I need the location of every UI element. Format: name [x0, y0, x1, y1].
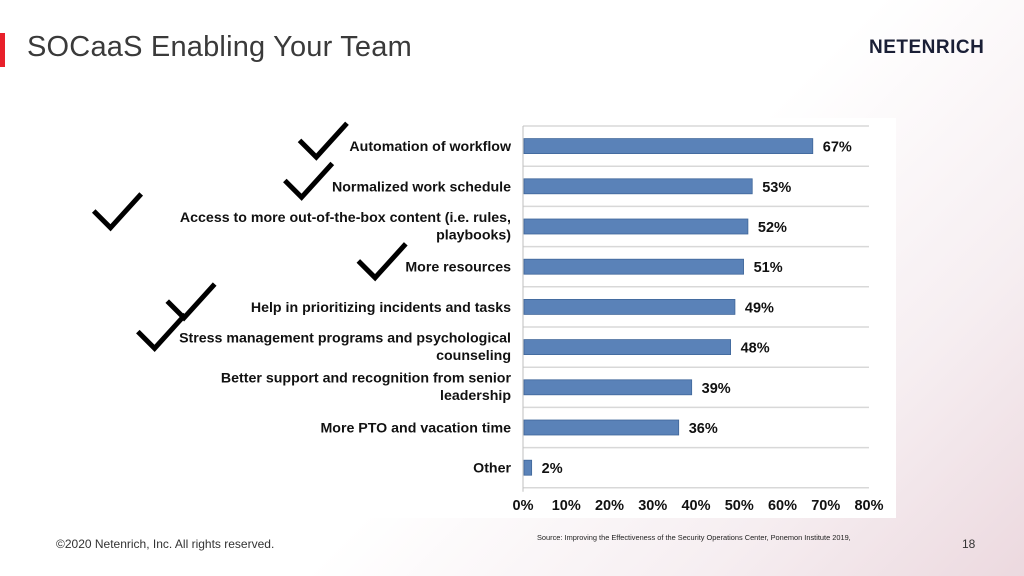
- category-label: counseling: [436, 348, 511, 364]
- category-label: Stress management programs and psycholog…: [179, 330, 511, 346]
- category-label: Normalized work schedule: [332, 179, 511, 195]
- category-label: playbooks): [436, 227, 511, 243]
- category-label: Automation of workflow: [349, 139, 512, 155]
- bar-value-label: 52%: [758, 220, 787, 236]
- chart-panel: [128, 118, 896, 518]
- category-label: More resources: [405, 260, 511, 276]
- bar: [523, 298, 736, 315]
- bar: [523, 419, 680, 436]
- x-tick-label: 70%: [811, 498, 840, 514]
- bar-value-label: 48%: [741, 341, 770, 357]
- page-number: 18: [962, 537, 976, 551]
- checkmark-icon: [356, 242, 408, 282]
- bar-value-label: 53%: [762, 180, 791, 196]
- bar: [523, 138, 814, 155]
- checkmark-icon: [136, 312, 188, 352]
- x-tick-label: 40%: [681, 498, 710, 514]
- category-label: Help in prioritizing incidents and tasks: [251, 300, 511, 316]
- bar: [523, 459, 533, 476]
- category-label: leadership: [440, 388, 511, 404]
- bar: [523, 379, 693, 396]
- bar-value-label: 36%: [689, 421, 718, 437]
- bar-value-label: 2%: [542, 461, 563, 477]
- checkmark-icon: [283, 161, 335, 201]
- bar-value-label: 39%: [702, 381, 731, 397]
- checkmark-icon: [91, 192, 144, 232]
- x-tick-label: 10%: [552, 498, 581, 514]
- bar: [523, 339, 732, 356]
- bar-value-label: 49%: [745, 300, 774, 316]
- bar-value-label: 51%: [754, 260, 783, 276]
- checkmark-icon: [165, 282, 217, 322]
- bar: [523, 258, 744, 275]
- x-tick-label: 20%: [595, 498, 624, 514]
- category-label: Other: [473, 461, 511, 477]
- title-accent-bar: [0, 33, 5, 67]
- x-tick-label: 60%: [768, 498, 797, 514]
- bar: [523, 178, 753, 195]
- bar: [523, 218, 749, 235]
- category-label: More PTO and vacation time: [320, 421, 511, 437]
- bar-value-label: 67%: [823, 140, 852, 156]
- source-citation: Source: Improving the Effectiveness of t…: [537, 533, 851, 542]
- x-tick-label: 0%: [513, 498, 534, 514]
- category-label: Access to more out-of-the-box content (i…: [180, 210, 511, 226]
- x-tick-label: 50%: [725, 498, 754, 514]
- checkmark-icon: [297, 121, 349, 161]
- x-tick-label: 30%: [638, 498, 667, 514]
- category-label: Better support and recognition from seni…: [221, 371, 512, 387]
- x-tick-label: 80%: [854, 498, 883, 514]
- copyright-notice: ©2020 Netenrich, Inc. All rights reserve…: [56, 537, 275, 551]
- netenrich-logo: NETENRICH: [869, 37, 985, 58]
- slide-title: SOCaaS Enabling Your Team: [27, 31, 412, 63]
